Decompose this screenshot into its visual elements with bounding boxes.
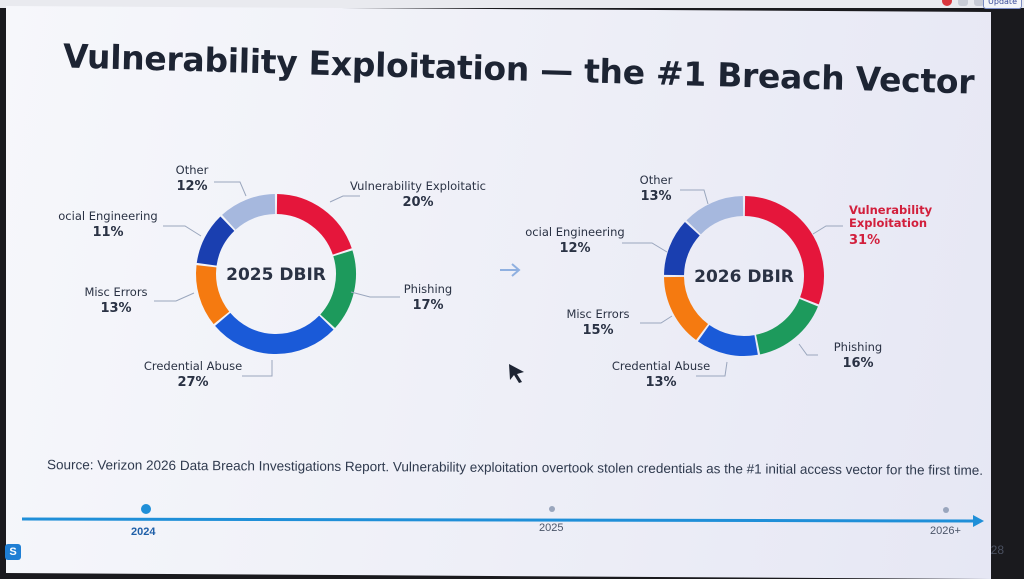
extension-icon[interactable]	[958, 0, 968, 6]
slice-value: 31%	[849, 233, 880, 248]
slice-value: 15%	[582, 323, 613, 338]
leader-line	[622, 242, 668, 253]
slice-value: 13%	[645, 375, 676, 390]
leader-line	[329, 195, 360, 203]
slice-value: 20%	[402, 195, 433, 210]
slice-value: 12%	[559, 241, 590, 256]
donut-chart-2025: Vulnerability Exploitatic 20% Phishing 17% C…	[58, 163, 486, 390]
mouse-cursor-icon	[509, 364, 524, 383]
slice-label: ocial Engineering	[58, 209, 157, 223]
slice-value: 11%	[92, 225, 123, 240]
slice-label: Credential Abuse	[144, 359, 242, 373]
slice-label: Vulnerability	[849, 203, 933, 217]
leader-line	[640, 315, 673, 324]
slice-label: Phishing	[404, 282, 452, 296]
slice-label: ocial Engineering	[525, 225, 624, 239]
donut-slice-2025-5	[222, 194, 276, 230]
window-icon[interactable]	[974, 0, 984, 6]
timeline-line	[21, 517, 976, 523]
notification-icon[interactable]	[942, 0, 952, 6]
leader-line	[214, 181, 247, 197]
slice-label: Exploitation	[849, 216, 927, 230]
slice-label: Other	[640, 173, 673, 187]
timeline-arrow-icon	[973, 515, 984, 527]
transition-arrow-icon	[500, 263, 521, 277]
slice-value: 13%	[640, 189, 671, 204]
timeline	[21, 504, 984, 527]
donut-slice-2025-4	[196, 216, 235, 267]
donut-center-label: 2025 DBIR	[226, 265, 326, 285]
slice-value: 16%	[842, 356, 873, 371]
donut-slice-2026-1	[755, 298, 818, 355]
slice-value: 27%	[177, 375, 208, 390]
timeline-label-2026[interactable]: 2026+	[930, 525, 961, 537]
timeline-label-2024[interactable]: 2024	[131, 526, 156, 538]
leader-line	[680, 189, 709, 205]
slice-label: Phishing	[834, 340, 882, 354]
brand-logo: S	[5, 544, 21, 560]
leader-line	[163, 225, 202, 237]
leader-line	[798, 343, 818, 356]
slice-value: 17%	[412, 298, 443, 313]
slice-value: 12%	[176, 179, 207, 194]
slice-label: Other	[176, 163, 209, 177]
donut-center-label: 2026 DBIR	[694, 267, 794, 287]
leader-line	[812, 225, 843, 235]
timeline-dot-2026[interactable]	[943, 507, 949, 513]
leader-line	[696, 361, 728, 377]
browser-top-bar: Update	[0, 0, 1024, 9]
slice-label: Misc Errors	[84, 285, 147, 299]
slice-label: Credential Abuse	[612, 359, 710, 373]
browser-toolbar-icons	[942, 0, 984, 6]
leader-line	[154, 292, 195, 302]
donut-slice-2025-2	[215, 312, 334, 354]
timeline-label-2025[interactable]: 2025	[539, 522, 564, 534]
donut-slice-2025-1	[320, 250, 356, 328]
page-number: 28	[990, 543, 1004, 557]
slice-label: Misc Errors	[566, 307, 629, 321]
timeline-dot-2024[interactable]	[141, 504, 151, 514]
donut-slice-2026-3	[664, 276, 709, 341]
slice-label: Vulnerability Exploitatic	[350, 179, 486, 193]
donut-slice-2026-2	[697, 324, 758, 356]
donut-slice-2026-4	[664, 222, 700, 276]
donut-slice-2026-5	[686, 196, 744, 235]
donut-slice-2025-3	[196, 265, 230, 325]
leader-line	[350, 291, 400, 298]
leader-line	[242, 360, 273, 377]
timeline-dot-2025[interactable]	[549, 506, 555, 512]
update-button[interactable]: Update	[983, 0, 1022, 9]
donut-slice-2025-0	[276, 194, 352, 256]
donut-slice-2026-0	[744, 196, 824, 305]
slice-value: 13%	[100, 301, 131, 316]
